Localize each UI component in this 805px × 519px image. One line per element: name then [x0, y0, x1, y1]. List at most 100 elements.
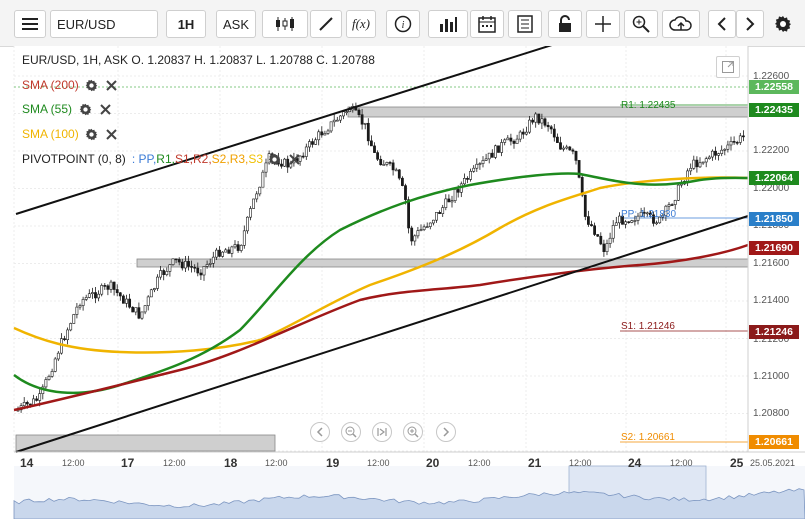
sma-200-settings-icon[interactable]: [85, 78, 99, 92]
sma-55-settings-icon[interactable]: [78, 102, 92, 116]
s1-price-tag: 1.21246: [749, 325, 799, 339]
sma-55-close-icon[interactable]: [98, 102, 112, 116]
sma-100-close-icon[interactable]: [105, 127, 119, 141]
x-date: 18: [224, 456, 238, 470]
navigator-series: [13, 488, 805, 519]
expand-chart-button[interactable]: [716, 56, 740, 78]
pivot-label: PIVOTPOINT (0, 8): [22, 152, 126, 166]
scroll-back-button[interactable]: [310, 422, 330, 442]
toolbar: EUR/USD 1H ASK f(x) i: [0, 0, 805, 47]
zoom-icon: [632, 15, 650, 33]
y-tick: 1.22600: [753, 71, 790, 82]
pp-price-tag: 1.21850: [749, 212, 799, 226]
sma-200-line: [13, 243, 749, 412]
ohlc-readout: EUR/USD, 1H, ASK O. 1.20837 H. 1.20837 L…: [22, 53, 375, 67]
candle-chart-icon: [276, 17, 294, 31]
sma-55-price-tag: 1.22064: [749, 171, 799, 185]
cloud-upload-icon: [669, 16, 692, 31]
draw-line-icon: [319, 17, 333, 31]
sma-200-price-tag: 1.21690: [749, 241, 799, 255]
pivot-r3: R3,: [229, 152, 249, 166]
calendar-icon: [478, 16, 496, 33]
pivot-r2: R2,: [192, 152, 212, 166]
y-tick: 1.21600: [753, 258, 790, 269]
expand-icon: [722, 61, 734, 73]
zoom-out-button[interactable]: [341, 422, 361, 442]
y-tick: 1.21000: [753, 371, 790, 382]
bar-chart-button[interactable]: [428, 10, 468, 38]
fx-button[interactable]: f(x): [346, 10, 376, 38]
draw-tool-button[interactable]: [310, 10, 342, 38]
s1-label: S1: 1.21246: [621, 321, 675, 332]
zoom-in-icon: [407, 426, 419, 438]
sma-55-legend: SMA (55): [22, 102, 112, 116]
sma-100-settings-icon[interactable]: [85, 127, 99, 141]
cloud-upload-button[interactable]: [662, 10, 700, 38]
x-date: 19: [326, 456, 340, 470]
x-date: 14: [20, 456, 34, 470]
pivot-r1: R1,: [156, 152, 175, 166]
sma-200-legend: SMA (200): [22, 78, 119, 92]
symbol-text: EUR/USD: [57, 16, 116, 32]
chevron-right-icon: [443, 427, 450, 437]
pivot-s3: S3: [248, 152, 264, 166]
calendar-button[interactable]: [470, 10, 504, 38]
zoom-button[interactable]: [624, 10, 658, 38]
r1-price-tag: 1.22435: [749, 103, 799, 117]
x-date: 25: [730, 456, 744, 470]
menu-button[interactable]: [14, 10, 46, 38]
pivot-close-icon[interactable]: [287, 152, 301, 166]
y-tick: 1.21200: [753, 334, 790, 345]
r1-label: R1: 1.22435: [621, 100, 676, 111]
pivot-settings-icon[interactable]: [267, 152, 281, 166]
timeframe-button[interactable]: 1H: [166, 10, 206, 38]
price-chart[interactable]: [0, 46, 805, 519]
crosshair-button[interactable]: [586, 10, 620, 38]
symbol-input[interactable]: EUR/USD: [50, 10, 158, 38]
s2-label: S2: 1.20661: [621, 432, 675, 443]
fx-function-icon: f(x): [351, 16, 371, 31]
chart-type-button[interactable]: [262, 10, 308, 38]
zoom-in-button[interactable]: [403, 422, 423, 442]
report-button[interactable]: [508, 10, 542, 38]
pivot-s1: S1,: [174, 152, 193, 166]
settings-button[interactable]: [768, 10, 798, 38]
lock-button[interactable]: [548, 10, 582, 38]
chevron-left-icon: [717, 17, 726, 31]
s2-zone: [15, 434, 276, 452]
timeframe-text: 1H: [177, 16, 195, 32]
sma-200-close-icon[interactable]: [105, 78, 119, 92]
x-time: 12:00: [265, 458, 288, 468]
info-button[interactable]: i: [386, 10, 420, 38]
bar-chart-icon: [440, 17, 457, 32]
gear-icon: [775, 16, 791, 32]
price-type-text: ASK: [222, 16, 249, 32]
y-tick: 1.22000: [753, 183, 790, 194]
scroll-right-button[interactable]: [736, 10, 764, 38]
x-date: 24: [628, 456, 642, 470]
x-time: 12:00: [367, 458, 390, 468]
x-time: 12:00: [62, 458, 85, 468]
svg-text:i: i: [402, 20, 405, 31]
reset-view-button[interactable]: [372, 422, 392, 442]
x-time: 12:00: [569, 458, 592, 468]
reset-view-icon: [377, 428, 387, 436]
x-time: 12:00: [163, 458, 186, 468]
sma-55-label: SMA (55): [22, 102, 73, 116]
x-time: 12:00: [468, 458, 491, 468]
scroll-forward-button[interactable]: [436, 422, 456, 442]
menu-icon: [22, 18, 38, 30]
y-tick: 1.21400: [753, 295, 790, 306]
y-tick: 1.22200: [753, 145, 790, 156]
zoom-out-icon: [345, 426, 357, 438]
chevron-left-icon: [316, 427, 323, 437]
info-icon: i: [394, 15, 412, 33]
chevron-right-icon: [746, 17, 755, 31]
y-tick: 1.20800: [753, 408, 790, 419]
upper-trend-line: [15, 46, 553, 215]
sma-100-legend: SMA (100): [22, 127, 119, 141]
x-date: 20: [426, 456, 440, 470]
scroll-left-button[interactable]: [708, 10, 736, 38]
price-type-button[interactable]: ASK: [216, 10, 256, 38]
r1-zone: [347, 106, 749, 118]
